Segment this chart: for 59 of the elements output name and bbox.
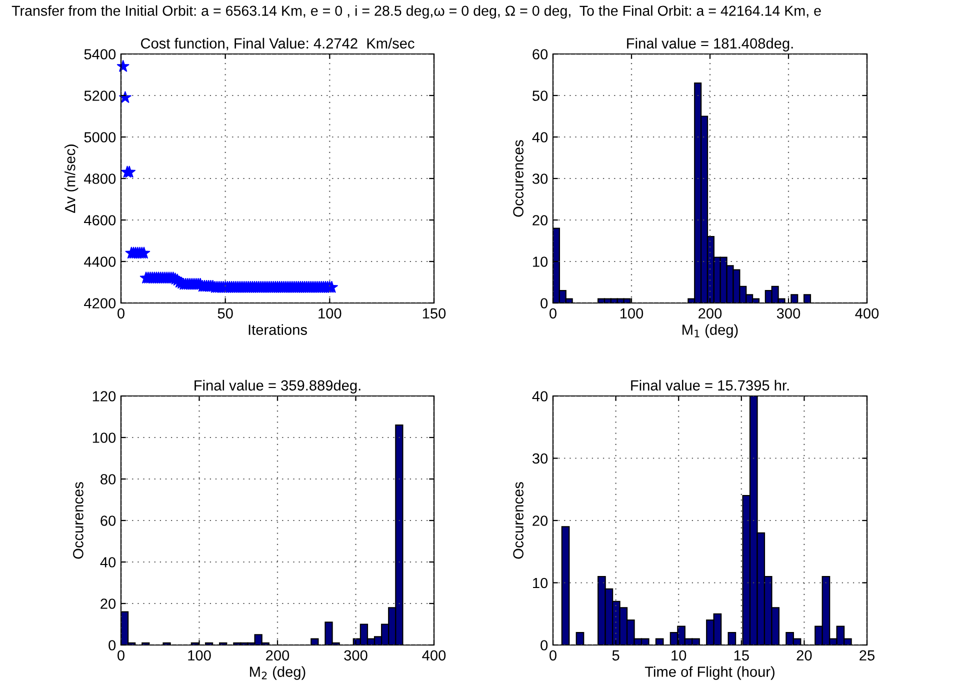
chart-title: Final value = 15.7395 hr.: [631, 380, 789, 391]
x-tick-label: 100: [318, 308, 342, 319]
y-tick-label: 30: [532, 174, 548, 184]
y-tick-label: 60: [100, 516, 116, 526]
y-tick-label: 80: [100, 474, 116, 484]
y-tick-label: 10: [533, 256, 548, 267]
x-tick-label: 200: [698, 308, 722, 319]
x-tick-label: 10: [672, 650, 686, 661]
x-tick-label: 200: [266, 650, 290, 661]
y-tick-label: 40: [532, 391, 548, 402]
y-tick-label: 4600: [84, 215, 116, 226]
y-tick-label: 4400: [84, 256, 116, 267]
y-tick-label: 120: [92, 391, 116, 402]
x-tick-label: 300: [776, 308, 800, 319]
x-tick-label: 0: [550, 650, 556, 661]
y-tick-label: 20: [532, 215, 548, 226]
y-tick-label: 0: [540, 640, 548, 650]
y-tick-label: 60: [532, 49, 548, 60]
x-tick-label: 0: [550, 308, 556, 319]
x-tick-label: 15: [734, 650, 749, 661]
y-axis-title: Occurences: [513, 140, 524, 217]
y-axis-title: Occurences: [73, 482, 84, 559]
x-tick-label: 20: [796, 650, 812, 661]
x-axis-title: M$_{1}$ (deg): [682, 324, 738, 338]
x-tick-label: 300: [344, 650, 368, 661]
y-tick-label: 100: [92, 432, 116, 443]
x-tick-label: 100: [620, 308, 644, 319]
x-tick-label: 5: [612, 650, 620, 661]
y-tick-label: 40: [532, 132, 548, 142]
y-tick-label: 10: [533, 578, 548, 588]
y-axis-title: Δv (m/sec): [64, 144, 78, 213]
y-tick-label: 50: [532, 90, 548, 101]
y-tick-label: 5400: [84, 49, 116, 60]
y-tick-label: 5000: [84, 132, 116, 142]
text: Transfer from the Initial Orbit: a = 6563.14 Km, e = 0 , i = 28.5 deg,ω = 0 deg, Ω = 0 deg, To the Final Orbit: a = 42164.14 Km, e: [12, 5, 821, 19]
y-tick-label: 30: [532, 453, 548, 464]
x-axis-title: M$_{2}$ (deg): [250, 666, 306, 680]
y-tick-label: 4800: [84, 174, 116, 184]
x-tick-label: 150: [422, 308, 446, 319]
y-tick-label: 0: [540, 298, 548, 308]
x-tick-label: 400: [422, 650, 446, 661]
x-axis-title: Time of Flight (hour): [644, 666, 774, 680]
x-tick-label: 0: [118, 650, 124, 661]
y-tick-label: 0: [108, 640, 116, 650]
x-tick-label: 400: [855, 308, 879, 319]
x-tick-label: 0: [118, 308, 124, 319]
y-tick-label: 4200: [84, 298, 116, 308]
y-tick-label: 40: [100, 557, 116, 568]
x-tick-label: 50: [218, 308, 233, 319]
y-tick-label: 20: [100, 598, 116, 609]
chart-title: Final value = 359.889deg.: [194, 380, 360, 394]
y-tick-label: 20: [532, 516, 548, 526]
chart-title: Cost function, Final Value: 4.2742 Km/sec: [140, 38, 414, 50]
y-tick-label: 5200: [84, 90, 116, 101]
x-tick-label: 25: [860, 650, 874, 661]
y-axis-title: Occurences: [513, 482, 524, 559]
x-axis-title: Iterations: [248, 324, 307, 335]
x-tick-label: 100: [188, 650, 211, 661]
chart-title: Final value = 181.408deg.: [627, 38, 793, 52]
